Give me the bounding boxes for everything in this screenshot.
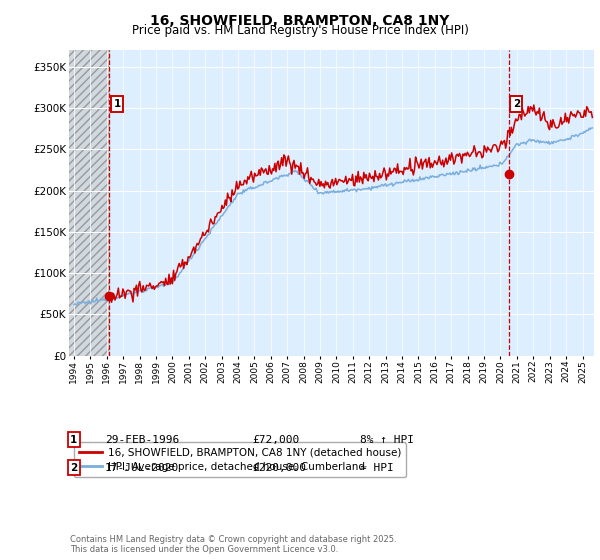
Text: £72,000: £72,000 bbox=[252, 435, 299, 445]
Text: 2: 2 bbox=[512, 99, 520, 109]
Text: Price paid vs. HM Land Registry's House Price Index (HPI): Price paid vs. HM Land Registry's House … bbox=[131, 24, 469, 37]
Text: 1: 1 bbox=[70, 435, 77, 445]
Text: £220,000: £220,000 bbox=[252, 463, 306, 473]
Text: 8% ↑ HPI: 8% ↑ HPI bbox=[360, 435, 414, 445]
Bar bbox=[69, 50, 109, 356]
Text: 17-JUL-2020: 17-JUL-2020 bbox=[105, 463, 179, 473]
Legend: 16, SHOWFIELD, BRAMPTON, CA8 1NY (detached house), HPI: Average price, detached : 16, SHOWFIELD, BRAMPTON, CA8 1NY (detach… bbox=[74, 442, 406, 477]
Text: 1: 1 bbox=[113, 99, 121, 109]
Text: 16, SHOWFIELD, BRAMPTON, CA8 1NY: 16, SHOWFIELD, BRAMPTON, CA8 1NY bbox=[151, 14, 449, 28]
Text: 29-FEB-1996: 29-FEB-1996 bbox=[105, 435, 179, 445]
Text: 2: 2 bbox=[70, 463, 77, 473]
Text: ≈ HPI: ≈ HPI bbox=[360, 463, 394, 473]
Bar bbox=[69, 50, 109, 356]
Text: Contains HM Land Registry data © Crown copyright and database right 2025.
This d: Contains HM Land Registry data © Crown c… bbox=[70, 535, 397, 554]
